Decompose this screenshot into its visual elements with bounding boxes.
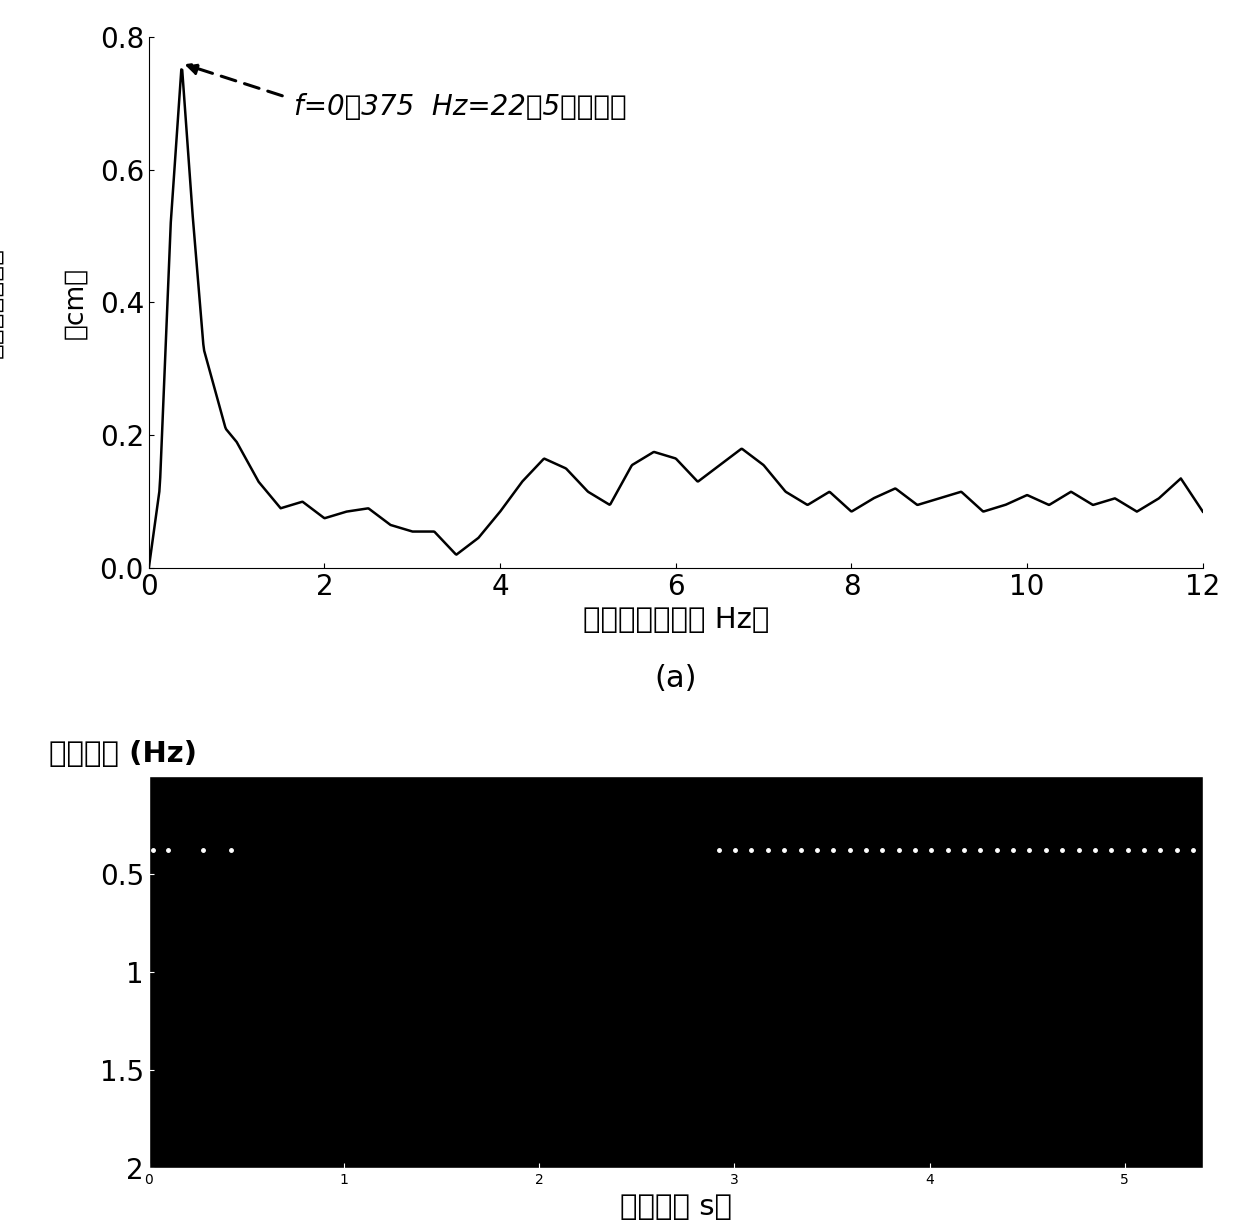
X-axis label: 时间（秒 s）: 时间（秒 s） [620,1193,732,1221]
Y-axis label: 呼吸幅値（厘米

（cm）: 呼吸幅値（厘米 （cm） [0,247,88,358]
Text: (a): (a) [655,664,697,692]
X-axis label: 呼吸频率（赫兹 Hz）: 呼吸频率（赫兹 Hz） [583,606,769,635]
Text: 呼吸频率 (Hz): 呼吸频率 (Hz) [48,740,197,768]
Text: f=0．375  Hz=22．5次／分钟: f=0．375 Hz=22．5次／分钟 [294,92,626,121]
